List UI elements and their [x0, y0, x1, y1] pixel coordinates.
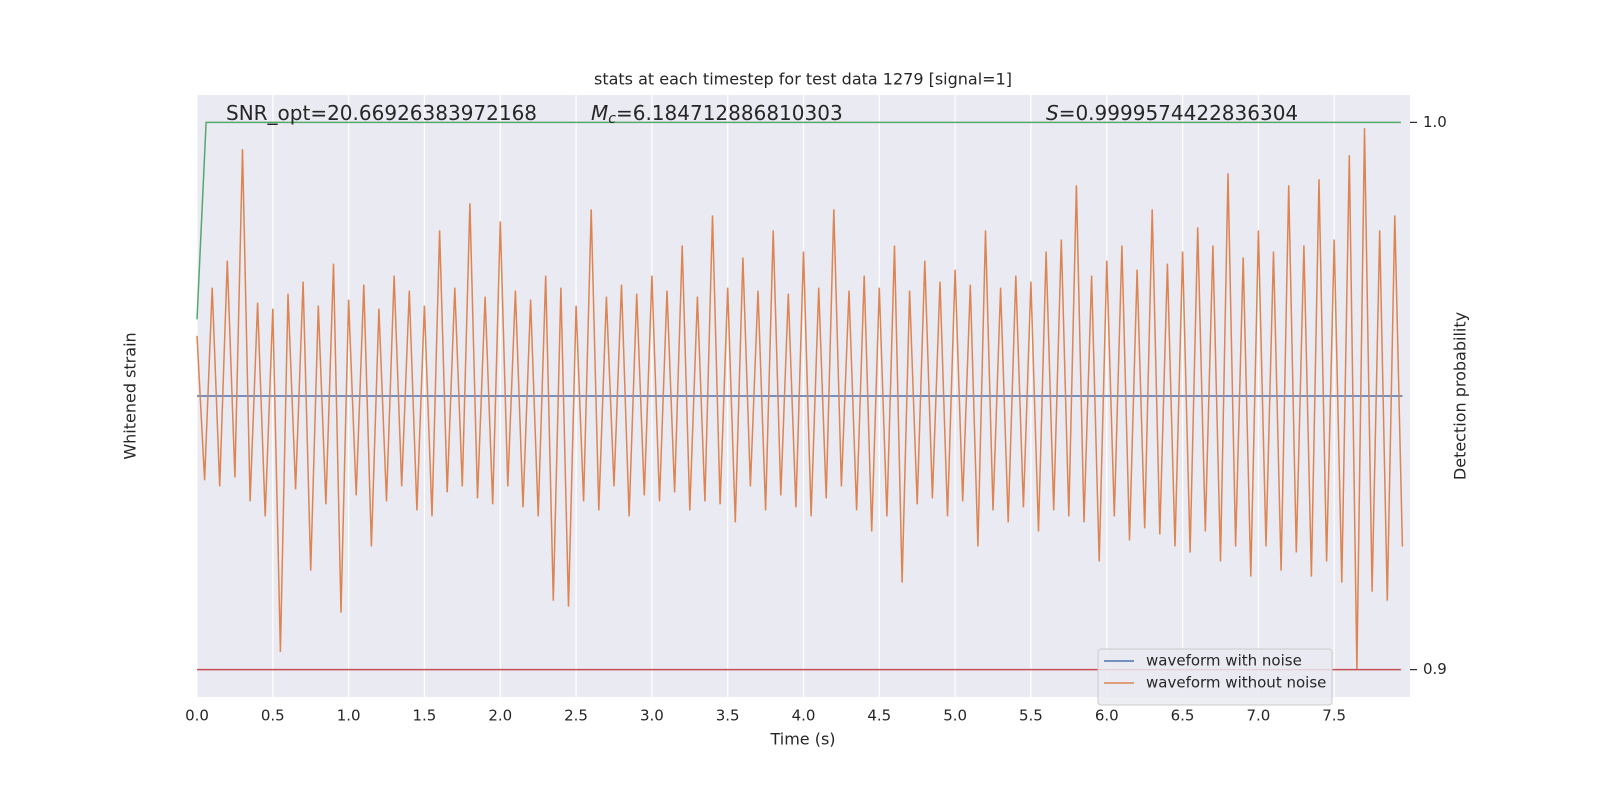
- x-tick-label: 1.0: [337, 707, 361, 725]
- y-axis-label: Whitened strain: [121, 332, 140, 459]
- y2-tick-label: 0.9: [1423, 660, 1447, 678]
- annotation: SNR_opt=20.66926383972168: [226, 101, 537, 125]
- annotation-subscript: c: [608, 111, 616, 127]
- overlay: 0.0 0.5 1.0 1.5 2.0 2.5 3.0 3.5 4.0 4.5 5.0 5.5 6.0 6…: [185, 101, 1447, 725]
- x-tick-label: 6.0: [1095, 707, 1119, 725]
- x-tick-label: 1.5: [413, 707, 437, 725]
- y2-tick-label: 1.0: [1423, 113, 1447, 131]
- x-tick-label: 7.5: [1322, 707, 1346, 725]
- annotation-text: =6.184712886810303: [616, 101, 843, 125]
- annotation-symbol: M: [591, 101, 608, 125]
- annotation-symbol: S: [1046, 101, 1059, 125]
- x-tick-label: 3.0: [640, 707, 664, 725]
- chart-title: stats at each timestep for test data 127…: [594, 70, 1012, 89]
- annotation: Mc=6.184712886810303: [591, 101, 843, 128]
- x-tick-label: 4.0: [792, 707, 816, 725]
- x-tick-label: 0.0: [185, 707, 209, 725]
- x-tick-label: 2.0: [488, 707, 512, 725]
- y2-axis-label: Detection probability: [1451, 312, 1470, 480]
- legend-label: waveform with noise: [1146, 652, 1302, 670]
- annotation-text: SNR_opt=20.66926383972168: [226, 101, 537, 125]
- x-tick-label: 4.5: [867, 707, 891, 725]
- x-axis-label: Time (s): [769, 730, 835, 749]
- series-line: [196, 128, 1404, 670]
- legend: waveform with noise waveform without nois…: [1097, 648, 1333, 706]
- x-tick-label: 0.5: [261, 707, 285, 725]
- legend-label: waveform without noise: [1146, 674, 1326, 692]
- legend-box: [1097, 648, 1333, 706]
- x-tick-label: 2.5: [564, 707, 588, 725]
- annotation: S=0.9999574422836304: [1046, 101, 1298, 125]
- x-tick-label: 7.0: [1246, 707, 1270, 725]
- x-tick-label: 5.0: [943, 707, 967, 725]
- x-tick-label: 6.5: [1171, 707, 1195, 725]
- x-tick-label: 5.5: [1019, 707, 1043, 725]
- x-tick-label: 3.5: [716, 707, 740, 725]
- annotation-text: =0.9999574422836304: [1059, 101, 1298, 125]
- series-line: [196, 121, 1401, 320]
